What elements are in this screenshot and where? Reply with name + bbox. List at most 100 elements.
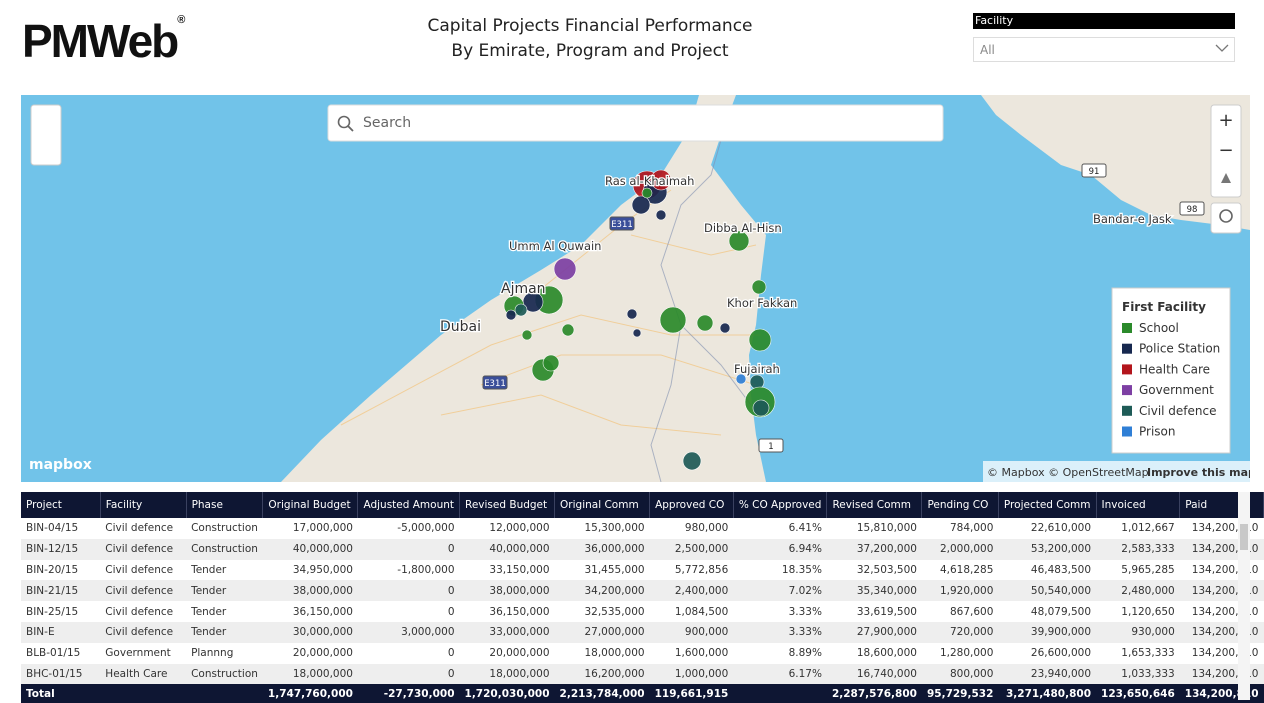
logo-mark: ® <box>177 14 186 26</box>
column-header[interactable]: Project <box>21 492 101 518</box>
total-cell: 123,650,646 <box>1096 684 1180 703</box>
table-cell: 3,000,000 <box>357 621 460 643</box>
table-cell: 1,600,000 <box>674 647 729 660</box>
map-bubble <box>521 329 533 341</box>
table-cell: 0 <box>357 538 460 560</box>
table-cell: 18,000,000 <box>584 647 645 660</box>
column-header[interactable]: Invoiced <box>1096 492 1181 518</box>
total-label: Total <box>21 684 101 703</box>
table-cell: 15,810,000 <box>856 522 917 535</box>
road-label: 91 <box>1089 167 1100 177</box>
map-bubble <box>696 314 714 332</box>
table-cell: 800,000 <box>921 663 999 685</box>
table-cell: 8.89% <box>788 647 822 660</box>
map-bubble <box>542 354 560 372</box>
column-header[interactable]: Pending CO <box>921 492 999 518</box>
table-cell: 4,618,285 <box>939 563 994 576</box>
map-bubble <box>655 209 667 221</box>
table-cell: 46,483,500 <box>1030 563 1092 576</box>
table-cell: 1,012,667 <box>1121 522 1175 535</box>
column-header[interactable]: Projected Comm <box>998 492 1097 518</box>
column-header[interactable]: Original Comm <box>554 492 651 518</box>
legend-swatch <box>1122 426 1132 437</box>
title-line: Capital Projects Financial Performance <box>427 16 753 36</box>
total-cell <box>100 684 187 703</box>
slicer-dropdown[interactable]: All <box>973 37 1235 62</box>
table-cell: 0 <box>357 663 460 685</box>
table-cell: 36,000,000 <box>554 538 650 560</box>
table-cell: 134,200,810 <box>1191 605 1259 618</box>
column-header[interactable]: Revised Budget <box>459 492 556 518</box>
table-cell: 720,000 <box>921 621 999 643</box>
map-bubble <box>626 308 638 320</box>
road-shield <box>609 216 635 231</box>
legend-swatch <box>1122 385 1132 396</box>
table-cell: 1,000,000 <box>649 663 734 685</box>
table-cell: Health Care <box>100 663 187 685</box>
map-bubble <box>631 195 651 215</box>
table-cell: BIN-20/15 <box>26 563 79 576</box>
map-bubble <box>659 306 687 334</box>
place-label: Khor Fakkan <box>727 296 797 310</box>
table-cell: 37,200,000 <box>826 538 922 560</box>
column-header[interactable]: Phase <box>186 492 264 518</box>
total-cell: 134,200,810 <box>1179 684 1264 703</box>
column-header[interactable]: Revised Comm <box>826 492 923 518</box>
place-label: Ajman <box>501 281 546 297</box>
table-cell: Tender <box>191 563 227 576</box>
column-header[interactable]: Original Budget <box>262 492 359 518</box>
legend-swatch <box>1122 364 1132 375</box>
scrollbar[interactable] <box>1238 492 1250 700</box>
table-cell: 134,200,810 <box>1179 580 1264 602</box>
table-cell: 1,033,333 <box>1096 663 1180 685</box>
column-header[interactable]: % CO Approved <box>733 492 828 518</box>
table-cell: 0 <box>357 580 460 602</box>
column-header[interactable]: Facility <box>100 492 187 518</box>
map-bubble <box>735 373 747 385</box>
map-bubble <box>728 230 750 252</box>
total-cell <box>733 684 827 703</box>
map-search[interactable]: Search <box>363 115 411 131</box>
total-cell: -27,730,000 <box>357 684 460 703</box>
table-cell: 15,300,000 <box>584 522 645 535</box>
map-bubble <box>650 169 672 191</box>
map-improve[interactable]: Improve this map <box>1147 466 1250 479</box>
table-cell: 33,000,000 <box>459 621 555 643</box>
table-cell: 27,900,000 <box>826 621 922 643</box>
table-cell: 5,772,856 <box>674 563 729 576</box>
table-cell: 134,200,810 <box>1191 563 1259 576</box>
column-header[interactable]: Adjusted Amount <box>357 492 461 518</box>
table-cell: 18.35% <box>781 563 822 576</box>
column-header[interactable]: Approved CO <box>649 492 734 518</box>
table-row: BHC-01/15 Health Care Construction 18,000,0… <box>21 663 1264 685</box>
table-cell: 18,000,000 <box>262 663 358 685</box>
table-cell: BIN-25/15 <box>26 605 79 618</box>
table-row: BIN-12/15 Civil defence Construction 40,000… <box>21 538 1264 560</box>
table-cell: 0 <box>447 605 455 618</box>
table-cell: 2,480,000 <box>1096 580 1180 602</box>
road-label: E311 <box>611 220 633 230</box>
total-cell: 1,720,030,000 <box>459 684 555 703</box>
table-cell: 1,653,333 <box>1121 647 1175 660</box>
table-cell: 20,000,000 <box>489 647 550 660</box>
table-cell: Construction <box>191 522 258 535</box>
map[interactable]: Search + − First Facility School Police Sta… <box>21 95 1250 482</box>
table-cell: Civil defence <box>100 621 187 643</box>
table-cell: 16,740,000 <box>826 663 922 685</box>
place-label: Fujairah <box>734 362 780 376</box>
table-cell: 134,200,810 <box>1179 538 1264 560</box>
table-cell: 18,600,000 <box>856 647 917 660</box>
table-cell: 33,150,000 <box>489 563 550 576</box>
table-cell: Tender <box>186 621 263 643</box>
title: Capital Projects Financial Performance By… <box>380 14 800 64</box>
table-cell: 0 <box>447 647 455 660</box>
total-cell: 119,661,915 <box>649 684 734 703</box>
legend-label: Civil defence <box>1139 404 1217 418</box>
table-row: BIN-21/15 Civil defence Tender 38,000,000 0 3… <box>21 580 1264 602</box>
column-header[interactable]: Paid <box>1179 492 1264 518</box>
table-cell: Civil defence <box>105 522 174 535</box>
table-cell: BIN-21/15 <box>21 580 101 602</box>
table-cell: 134,200,810 <box>1191 522 1259 535</box>
legend-label: Health Care <box>1139 362 1210 376</box>
table-cell: 40,000,000 <box>262 538 358 560</box>
